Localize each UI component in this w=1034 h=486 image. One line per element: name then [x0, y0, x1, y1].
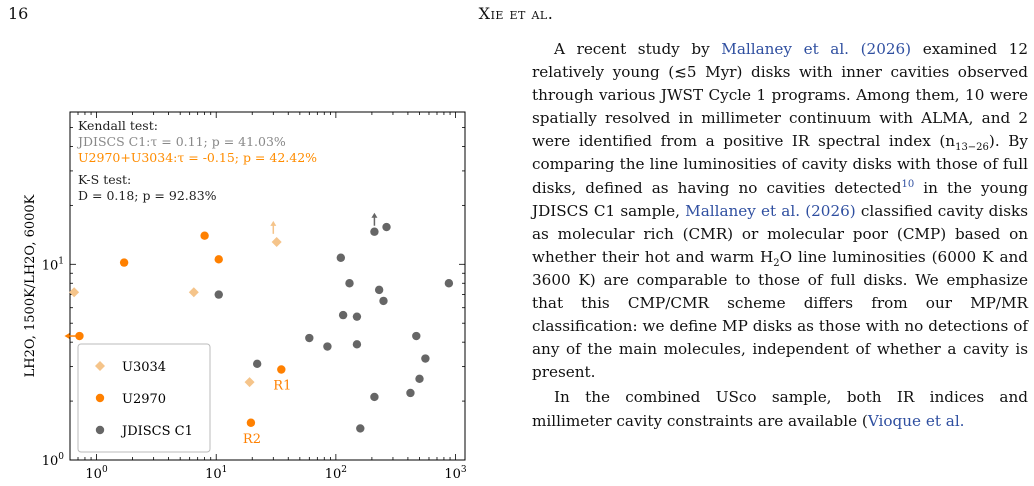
- legend-entry: JDISCS C1: [120, 424, 193, 439]
- data-point: [421, 354, 430, 363]
- x-tick-label: 100: [85, 465, 108, 482]
- data-point: [305, 333, 314, 343]
- citation-link[interactable]: Mallaney et al. (2026): [721, 40, 912, 58]
- data-point: [252, 359, 262, 369]
- arrow-head: [371, 212, 378, 218]
- data-point: [352, 340, 362, 349]
- point-label: R1: [273, 379, 291, 394]
- plot-frame: [69, 111, 466, 461]
- data-point: [271, 236, 282, 247]
- paragraph: In the combined USco sample, both IR ind…: [532, 388, 1028, 430]
- data-point: [415, 374, 424, 383]
- data-point: [75, 331, 84, 341]
- data-point: [336, 253, 346, 262]
- point-label: R2: [243, 432, 261, 447]
- data-point: [119, 258, 129, 267]
- data-point: [412, 331, 421, 341]
- text-column: A recent study by Mallaney et al. (2026)…: [532, 38, 1028, 433]
- data-point: [277, 365, 286, 374]
- data-point: [352, 312, 362, 321]
- arrow-head: [270, 220, 277, 226]
- data-point: [345, 279, 354, 288]
- legend-entry: U3034: [122, 360, 166, 375]
- data-point: [214, 290, 223, 299]
- data-point: [370, 392, 379, 402]
- x-tick-label: 103: [444, 465, 467, 482]
- y-tick-label: 100: [42, 452, 65, 469]
- data-point: [244, 377, 255, 388]
- annotation-line: U2970+U3034:τ = -0.15; p = 42.42%: [78, 150, 317, 165]
- data-point: [444, 279, 454, 288]
- scatter-chart: 100101102103100101F0.89 (mJy) scaled to …: [23, 111, 467, 482]
- legend-entry: U2970: [122, 392, 166, 407]
- page-header: 16 Xie et al.: [0, 0, 1034, 30]
- citation-link[interactable]: Mallaney et al. (2026): [685, 201, 856, 220]
- data-point: [246, 418, 256, 427]
- y-axis-label: LH2O, 1500K/LH2O, 6000K: [23, 194, 38, 377]
- y-tick-label: 101: [42, 256, 64, 273]
- data-point: [374, 285, 384, 295]
- data-point: [370, 227, 379, 236]
- data-point: [95, 393, 105, 403]
- citation-link[interactable]: Vioque et al.: [867, 411, 965, 430]
- data-point: [69, 287, 80, 298]
- data-point: [382, 222, 391, 232]
- x-tick-label: 101: [205, 465, 227, 482]
- footnote-marker[interactable]: 10: [901, 178, 915, 190]
- data-point: [406, 388, 415, 398]
- data-point: [200, 231, 209, 240]
- annotation-line: D = 0.18; p = 92.83%: [78, 188, 217, 203]
- x-tick-label: 102: [325, 465, 347, 482]
- running-head: Xie et al.: [478, 4, 554, 23]
- legend-box: [77, 343, 211, 453]
- figure: 100101102103100101F0.89 (mJy) scaled to …: [0, 30, 530, 486]
- page-number: 16: [8, 4, 29, 23]
- data-point: [338, 310, 348, 320]
- data-point: [95, 425, 105, 435]
- data-point: [214, 255, 223, 264]
- paragraph: A recent study by Mallaney et al. (2026)…: [532, 40, 1029, 382]
- data-point: [379, 296, 388, 306]
- data-point: [356, 424, 365, 433]
- arrow-head: [64, 333, 70, 340]
- annotation-line: JDISCS C1:τ = 0.11; p = 41.03%: [76, 134, 286, 149]
- annotation-line: Kendall test:: [78, 118, 158, 133]
- data-point: [323, 342, 332, 351]
- data-point: [95, 361, 105, 371]
- data-point: [188, 287, 199, 298]
- annotation-line: K-S test:: [78, 172, 131, 187]
